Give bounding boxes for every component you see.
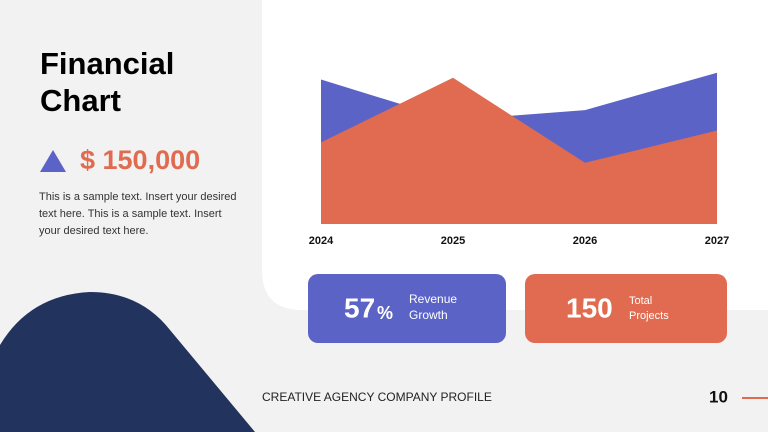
decor-shape: [0, 292, 255, 432]
stat-value: 150: [566, 292, 613, 323]
stat-label: Revenue: [409, 292, 457, 306]
stat-unit: %: [377, 303, 393, 323]
stat-label: Growth: [409, 308, 448, 322]
x-tick-label: 2024: [309, 235, 334, 247]
amount: $ 150,000: [80, 145, 200, 175]
stat-label: Projects: [629, 310, 669, 322]
page-number: 10: [709, 387, 728, 406]
chart: 2024 2025 2026 2027: [309, 72, 729, 247]
stat-box: [308, 274, 506, 343]
triangle-icon: [40, 150, 66, 172]
paragraph: This is a sample text. Insert your desir…: [39, 191, 237, 237]
x-tick-label: 2027: [705, 235, 729, 247]
area: [321, 77, 717, 224]
stat-value: 57: [344, 292, 375, 323]
stat-box: [525, 274, 727, 343]
title: Chart: [40, 83, 121, 118]
stat-label: Total: [629, 295, 652, 307]
x-tick-label: 2025: [441, 235, 465, 247]
title: Financial: [40, 46, 174, 81]
footer-text: CREATIVE AGENCY COMPANY PROFILE: [262, 390, 492, 404]
x-tick-label: 2026: [573, 235, 597, 247]
